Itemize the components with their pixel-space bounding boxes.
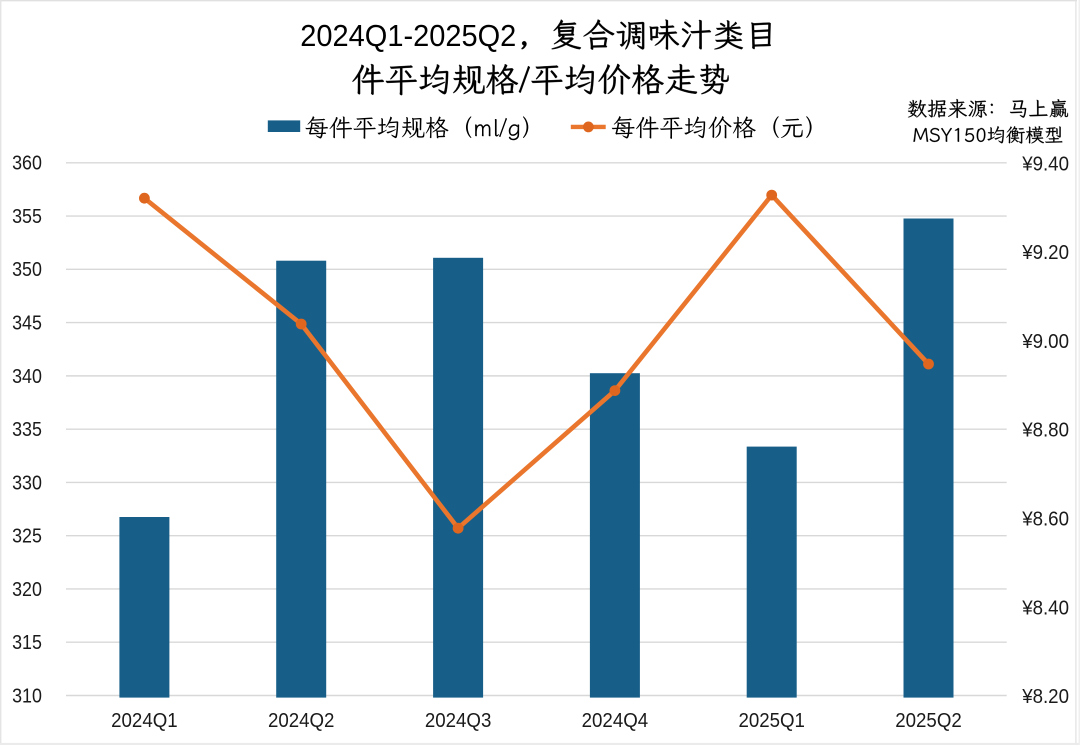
svg-text:320: 320 (12, 579, 42, 601)
svg-text:2024Q4: 2024Q4 (582, 710, 649, 732)
svg-text:355: 355 (12, 206, 42, 228)
svg-text:¥8.40: ¥8.40 (1021, 597, 1069, 619)
svg-text:¥8.80: ¥8.80 (1021, 420, 1069, 442)
svg-text:325: 325 (12, 526, 42, 548)
svg-text:345: 345 (12, 313, 42, 335)
svg-text:2024Q2: 2024Q2 (268, 710, 335, 732)
svg-text:360: 360 (12, 153, 42, 175)
svg-text:315: 315 (12, 632, 42, 654)
svg-text:330: 330 (12, 472, 42, 494)
svg-text:¥9.20: ¥9.20 (1021, 242, 1069, 264)
svg-text:¥9.40: ¥9.40 (1021, 153, 1069, 175)
svg-text:350: 350 (12, 259, 42, 281)
svg-text:2025Q1: 2025Q1 (738, 710, 805, 732)
svg-text:2024Q1-2025Q2: 2024Q1-2025Q2 (300, 18, 516, 53)
svg-text:340: 340 (12, 366, 42, 388)
svg-text:¥8.20: ¥8.20 (1021, 686, 1069, 708)
svg-text:¥8.60: ¥8.60 (1021, 509, 1069, 531)
svg-text:¥9.00: ¥9.00 (1021, 331, 1069, 353)
svg-text:2025Q2: 2025Q2 (895, 710, 962, 732)
svg-text:335: 335 (12, 419, 42, 441)
svg-text:310: 310 (12, 685, 42, 707)
svg-text:2024Q1: 2024Q1 (111, 710, 178, 732)
svg-text:2024Q3: 2024Q3 (425, 710, 492, 732)
